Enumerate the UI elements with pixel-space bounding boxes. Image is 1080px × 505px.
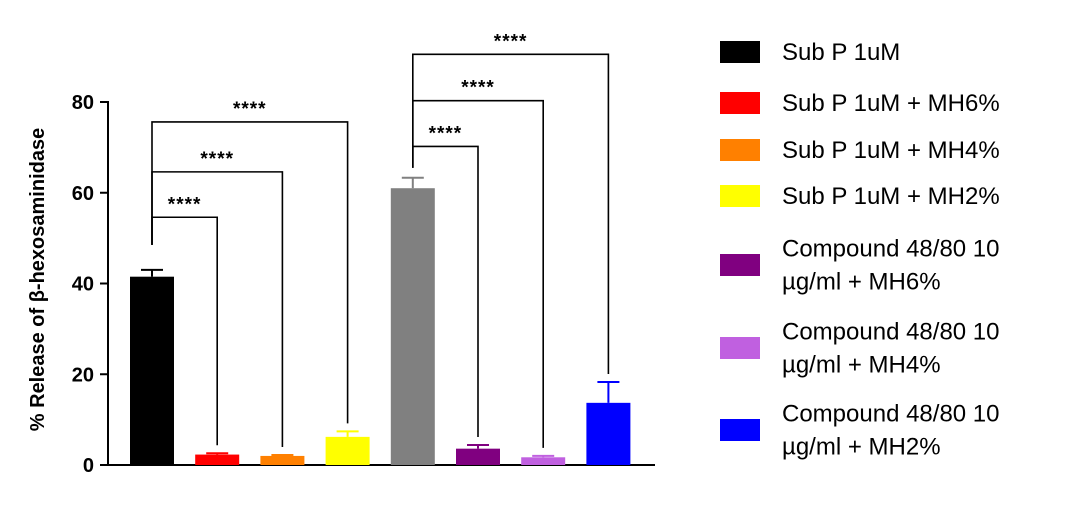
significance-label: **** (233, 99, 267, 120)
bar-2 (260, 455, 305, 465)
legend-label: µg/ml + MH6% (782, 269, 941, 296)
significance-brackets: **** **** **** **** **** **** (151, 31, 610, 448)
significance-bracket (412, 53, 610, 374)
legend-swatch-1 (720, 92, 760, 114)
y-tick-label: 80 (72, 92, 94, 114)
legend-swatch-3 (720, 185, 760, 207)
legend-label: Sub P 1uM + MH4% (782, 137, 1000, 164)
significance-label: **** (429, 123, 463, 144)
legend: Sub P 1uM Sub P 1uM + MH6% Sub P 1uM + MH4… (720, 39, 1000, 461)
y-tick-label: 0 (83, 455, 94, 477)
legend-swatch-2 (720, 139, 760, 161)
bar-3 (325, 436, 370, 465)
legend-label: Compound 48/80 10 (782, 319, 1000, 346)
legend-swatch-5 (720, 337, 760, 359)
bar-4 (390, 188, 435, 465)
bar-5 (456, 448, 500, 465)
y-tick-label: 40 (72, 274, 94, 296)
bar-7 (586, 402, 631, 465)
y-tick-label: 20 (72, 364, 94, 386)
bar-6 (521, 457, 566, 465)
significance-label: **** (168, 194, 202, 215)
y-axis-label: % Release of β-hexosaminidase (27, 128, 49, 431)
legend-label: µg/ml + MH4% (782, 352, 941, 379)
legend-swatch-0 (720, 41, 760, 63)
legend-label: Compound 48/80 10 (782, 401, 1000, 428)
bars (130, 176, 631, 465)
legend-swatch-6 (720, 419, 760, 441)
bar-0 (130, 276, 174, 465)
legend-label: Sub P 1uM + MH2% (782, 183, 1000, 210)
legend-label: µg/ml + MH2% (782, 434, 941, 461)
significance-label: **** (200, 149, 234, 170)
legend-label: Compound 48/80 10 (782, 236, 1000, 263)
legend-label: Sub P 1uM + MH6% (782, 90, 1000, 117)
significance-label: **** (461, 78, 495, 99)
legend-label: Sub P 1uM (782, 39, 900, 66)
significance-label: **** (494, 31, 528, 52)
y-axis: 0 20 40 60 80 % Release of β-hexosaminidase (27, 92, 109, 477)
significance-bracket (151, 121, 349, 424)
y-tick-label: 60 (72, 183, 94, 205)
legend-swatch-4 (720, 254, 760, 276)
bar-1 (195, 454, 240, 465)
